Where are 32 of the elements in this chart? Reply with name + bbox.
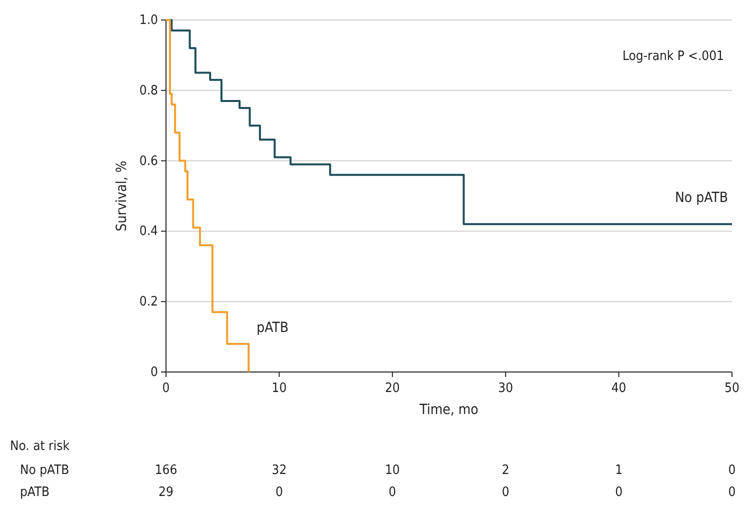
text: No pATB [20, 463, 70, 478]
text: 10 [384, 463, 400, 478]
x-tick-label: 20 [384, 381, 400, 396]
text: 1 [615, 463, 623, 478]
y-tick-label: 0.2 [139, 294, 158, 310]
y-tick-label: 0.6 [139, 154, 158, 169]
text: 0 [388, 485, 396, 500]
series-label: No pATB [675, 190, 728, 206]
y-tick-label: 0 [150, 365, 158, 380]
text: 0 [275, 485, 283, 500]
y-axis-title: Survival, % [114, 160, 130, 232]
x-tick-label: 10 [272, 381, 287, 396]
text: 0 [502, 485, 510, 500]
text: 166 [154, 463, 178, 478]
x-tick-label: 0 [162, 381, 170, 396]
x-axis-title: Time, mo [418, 402, 479, 418]
text: pATB [20, 485, 50, 500]
x-tick-label: 50 [724, 381, 740, 396]
x-tick-label: 30 [498, 381, 514, 396]
series-label: pATB [256, 320, 288, 336]
text: No. at risk [10, 439, 70, 454]
y-tick-label: 1.0 [139, 13, 158, 28]
text: 2 [502, 463, 510, 478]
text: 0 [728, 485, 736, 500]
text: 0 [615, 485, 623, 500]
text: 0 [728, 463, 736, 478]
y-tick-label: 0.4 [139, 224, 158, 240]
x-tick-label: 40 [611, 381, 626, 396]
y-tick-label: 0.8 [139, 83, 158, 98]
text: 32 [272, 463, 287, 478]
text: 29 [158, 485, 174, 500]
annotation: Log-rank P <.001 [622, 49, 724, 64]
